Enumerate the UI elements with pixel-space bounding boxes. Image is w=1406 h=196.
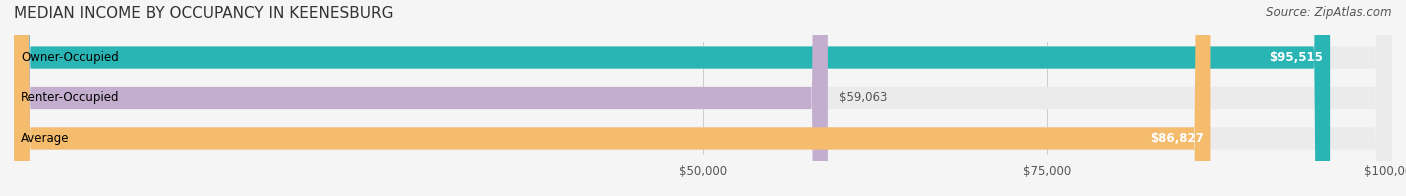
Text: $59,063: $59,063 bbox=[839, 92, 887, 104]
Text: $86,827: $86,827 bbox=[1150, 132, 1204, 145]
Text: Source: ZipAtlas.com: Source: ZipAtlas.com bbox=[1267, 6, 1392, 19]
FancyBboxPatch shape bbox=[14, 0, 1330, 196]
FancyBboxPatch shape bbox=[14, 0, 1211, 196]
Text: Renter-Occupied: Renter-Occupied bbox=[21, 92, 120, 104]
Text: MEDIAN INCOME BY OCCUPANCY IN KEENESBURG: MEDIAN INCOME BY OCCUPANCY IN KEENESBURG bbox=[14, 6, 394, 21]
FancyBboxPatch shape bbox=[14, 0, 1392, 196]
Text: Owner-Occupied: Owner-Occupied bbox=[21, 51, 118, 64]
FancyBboxPatch shape bbox=[14, 0, 1392, 196]
FancyBboxPatch shape bbox=[14, 0, 1392, 196]
Text: $95,515: $95,515 bbox=[1270, 51, 1323, 64]
FancyBboxPatch shape bbox=[14, 0, 828, 196]
Text: Average: Average bbox=[21, 132, 69, 145]
